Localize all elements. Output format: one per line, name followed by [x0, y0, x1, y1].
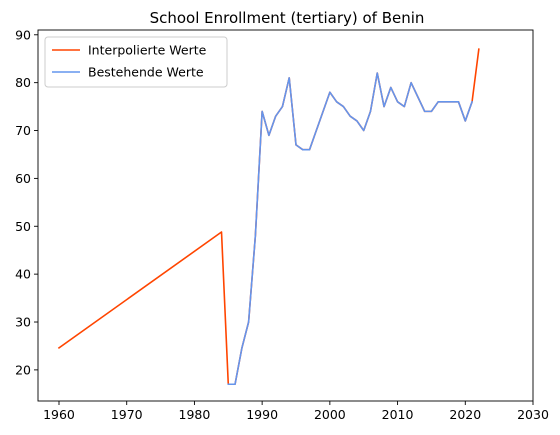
series-layer — [57, 48, 480, 386]
x-tick-label: 2020 — [449, 407, 481, 422]
x-tick-label: 2010 — [382, 407, 414, 422]
series-line-1 — [57, 48, 480, 386]
x-tick-label: 2030 — [517, 407, 549, 422]
y-tick-label: 20 — [15, 362, 31, 377]
x-tick-label: 1970 — [111, 407, 143, 422]
y-tick-label: 30 — [15, 315, 31, 330]
y-tick-label: 90 — [15, 27, 31, 42]
series-line-2 — [227, 72, 474, 386]
y-tick-label: 60 — [15, 171, 31, 186]
x-tick-label: 2000 — [314, 407, 346, 422]
y-tick-label: 50 — [15, 219, 31, 234]
legend: Interpolierte Werte Bestehende Werte — [44, 36, 228, 88]
x-tick-label: 1980 — [179, 407, 211, 422]
x-tick-label: 1990 — [246, 407, 278, 422]
legend-box — [44, 36, 228, 88]
chart-title: School Enrollment (tertiary) of Benin — [150, 9, 425, 27]
plot-border — [37, 29, 534, 402]
plot-area — [37, 29, 534, 402]
y-tick-label: 40 — [15, 267, 31, 282]
x-tick-label: 1960 — [43, 407, 75, 422]
x-axis: 1960 1970 1980 1990 2000 2010 2020 2030 — [43, 401, 549, 422]
y-tick-label: 70 — [15, 123, 31, 138]
legend-label: Interpolierte Werte — [88, 43, 207, 58]
y-tick-label: 80 — [15, 75, 31, 90]
legend-label: Bestehende Werte — [88, 65, 204, 80]
y-axis: 20 30 40 50 60 70 80 90 — [15, 27, 38, 377]
